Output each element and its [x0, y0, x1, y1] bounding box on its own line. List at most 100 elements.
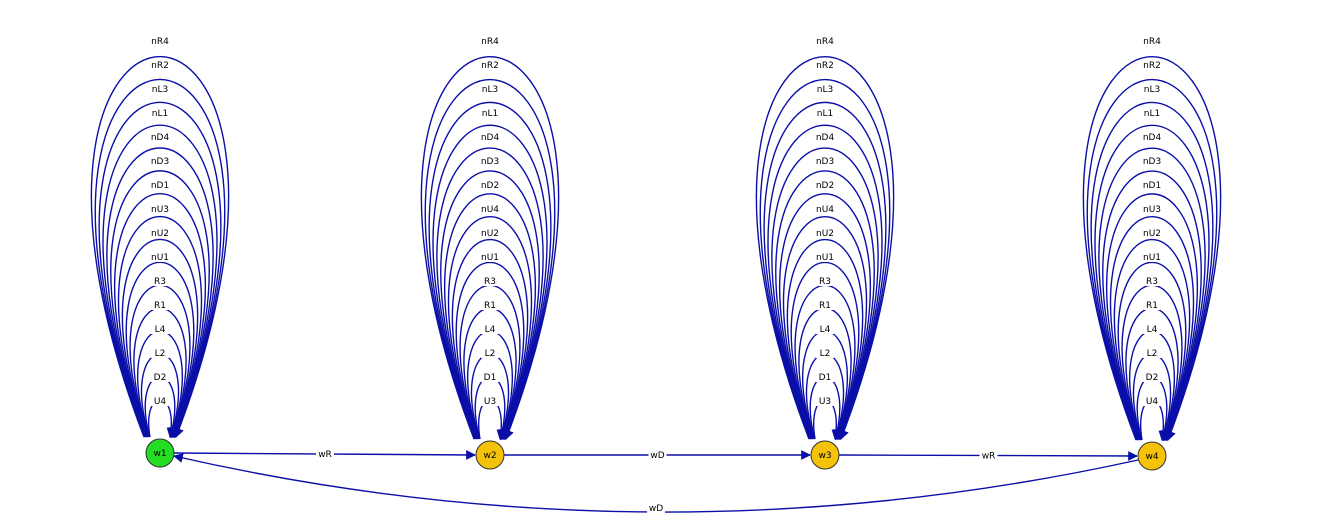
loop-edge-w2-D1: [474, 376, 508, 440]
loop-label-w1-L4: L4: [155, 325, 166, 335]
loop-label-w4-nL3: nL3: [1144, 85, 1160, 95]
loop-label-w4-U4: U4: [1146, 397, 1159, 407]
loop-edge-w3-nL3: [763, 101, 887, 440]
state-circle-w3: [810, 440, 840, 470]
loop-edge-w3-D1: [809, 376, 843, 440]
loop-label-w1-nL3: nL3: [152, 85, 168, 95]
loop-label-w1-nR2: nR2: [151, 61, 169, 71]
self-loops: U4 D2 L2 L4 R1 R3 nU1 nU2 nU3 nD1 nD3 nD4 nL1 nL3 nR2 n…: [90, 35, 1222, 441]
loop-label-w1-nD4: nD4: [151, 133, 170, 143]
loop-label-w3-nU2: nU2: [816, 229, 834, 239]
loop-edge-w4-nU3: [1109, 216, 1195, 441]
loop-edge-w2-nU4: [447, 215, 533, 440]
state-label-w4: w4: [1145, 452, 1158, 462]
self-loop-group-w2: U3 D1 L2 L4 R1 R3 nU1 nU2 nU4 nD2 nD3 nD4 nL1 nL3 nR2 n…: [420, 35, 560, 440]
loop-edge-w3-nR4: [755, 56, 895, 440]
loop-edge-w2-nL3: [428, 101, 552, 440]
loop-edge-w3-nD2: [778, 193, 872, 440]
loop-label-w3-nR4: nR4: [816, 37, 834, 47]
state-node-w3[interactable]: w3: [810, 440, 840, 470]
loop-label-w1-R3: R3: [154, 277, 166, 287]
loop-label-w4-D2: D2: [1146, 373, 1159, 383]
loop-edge-w1-L4: [137, 330, 183, 438]
loop-label-w3-nD2: nD2: [816, 181, 834, 191]
loop-label-w2-nR2: nR2: [481, 61, 499, 71]
state-node-w1[interactable]: w1: [145, 438, 175, 468]
loop-label-w1-nD3: nD3: [151, 157, 169, 167]
loop-edge-w4-nU1: [1117, 261, 1187, 441]
loop-label-w2-D1: D1: [484, 373, 497, 383]
loop-label-w2-nU4: nU4: [481, 205, 499, 215]
loop-label-w1-R1: R1: [154, 301, 166, 311]
loop-label-w2-L2: L2: [485, 349, 496, 359]
loop-edge-w3-nU2: [786, 238, 864, 440]
state-circle-w1: [145, 438, 175, 468]
loop-edge-w4-nD4: [1098, 147, 1206, 441]
loop-label-w4-L2: L2: [1147, 349, 1158, 359]
loop-edge-w4-nR2: [1086, 78, 1218, 441]
edge-label-w3-w4: wR: [982, 452, 996, 462]
loop-label-w1-nU1: nU1: [151, 253, 169, 263]
loop-edge-w1-nD3: [110, 170, 210, 438]
loop-edge-w1-nR2: [94, 78, 226, 438]
loop-label-w4-nU1: nU1: [1143, 253, 1161, 263]
loop-edge-w2-nD2: [443, 193, 537, 440]
loop-edge-w1-nU3: [117, 215, 203, 438]
loop-label-w3-L4: L4: [820, 325, 831, 335]
loop-label-w3-nL3: nL3: [817, 85, 833, 95]
loop-label-w4-nD1: nD1: [1143, 181, 1161, 191]
loop-label-w4-nD4: nD4: [1143, 133, 1162, 143]
loop-label-w4-nL1: nL1: [1144, 109, 1160, 119]
loop-label-w2-nD2: nD2: [481, 181, 499, 191]
self-loop-group-w4: U4 D2 L2 L4 R1 R3 nU1 nU2 nU3 nD1 nD3 nD4 nL1 nL3 nR2 n…: [1082, 35, 1222, 441]
edge-w2-w3: wD: [504, 449, 811, 461]
state-node-w2[interactable]: w2: [475, 440, 505, 470]
loop-label-w2-U3: U3: [484, 397, 496, 407]
loop-edge-w4-nL3: [1090, 101, 1214, 441]
state-label-w2: w2: [483, 451, 496, 461]
loop-label-w2-L4: L4: [485, 325, 496, 335]
state-node-w4[interactable]: w4: [1137, 441, 1167, 471]
loop-label-w4-nD3: nD3: [1143, 157, 1161, 167]
loop-label-w1-nU2: nU2: [151, 229, 169, 239]
loop-label-w1-U4: U4: [154, 397, 167, 407]
loop-edge-w3-nR2: [759, 78, 891, 440]
loop-label-w3-R1: R1: [819, 301, 831, 311]
loop-edge-w3-nD3: [775, 170, 875, 440]
loop-label-w4-nR2: nR2: [1143, 61, 1161, 71]
loop-label-w3-nD4: nD4: [816, 133, 835, 143]
loop-label-w4-nU3: nU3: [1143, 205, 1161, 215]
loop-label-w3-nD3: nD3: [816, 157, 834, 167]
loop-label-w3-nR2: nR2: [816, 61, 834, 71]
loop-label-w3-U3: U3: [819, 397, 831, 407]
loop-edge-w1-nD1: [113, 193, 207, 438]
self-loop-group-w3: U3 D1 L2 L4 R1 R3 nU1 nU2 nU4 nD2 nD3 nD4 nL1 nL3 nR2 n…: [755, 35, 895, 440]
loop-label-w2-nD4: nD4: [481, 133, 500, 143]
loop-edge-w1-nL1: [102, 124, 218, 438]
loop-edge-w4-D2: [1136, 376, 1170, 441]
edge-w3-w4: wR: [838, 449, 1138, 462]
loop-edge-w3-nU4: [782, 215, 868, 440]
loop-label-w4-R3: R3: [1146, 277, 1158, 287]
loop-label-w1-D2: D2: [154, 373, 167, 383]
loop-label-w1-nL1: nL1: [152, 109, 168, 119]
loop-label-w3-nL1: nL1: [817, 109, 833, 119]
loop-edge-w4-nU2: [1113, 238, 1191, 441]
loop-label-w2-R1: R1: [484, 301, 496, 311]
loop-label-w2-nD3: nD3: [481, 157, 499, 167]
loop-edge-w3-nD4: [771, 147, 879, 440]
loop-label-w2-nL1: nL1: [482, 109, 498, 119]
loop-edge-w2-nL1: [432, 124, 548, 440]
loop-edge-w2-nD4: [436, 147, 544, 440]
edge-w1-w2: wR: [173, 448, 476, 460]
edge-label-w1-w2: wR: [318, 450, 332, 460]
loop-edge-w3-nL1: [767, 124, 883, 440]
states: w1 w2 w3 w4: [145, 438, 1167, 471]
loop-edge-w2-nU2: [451, 238, 529, 440]
loop-edge-w1-nL3: [98, 101, 222, 438]
loop-edge-w1-nD4: [106, 147, 214, 438]
edge-label-w4-w1: wD: [649, 504, 663, 514]
state-circle-w2: [475, 440, 505, 470]
loop-label-w4-R1: R1: [1146, 301, 1158, 311]
